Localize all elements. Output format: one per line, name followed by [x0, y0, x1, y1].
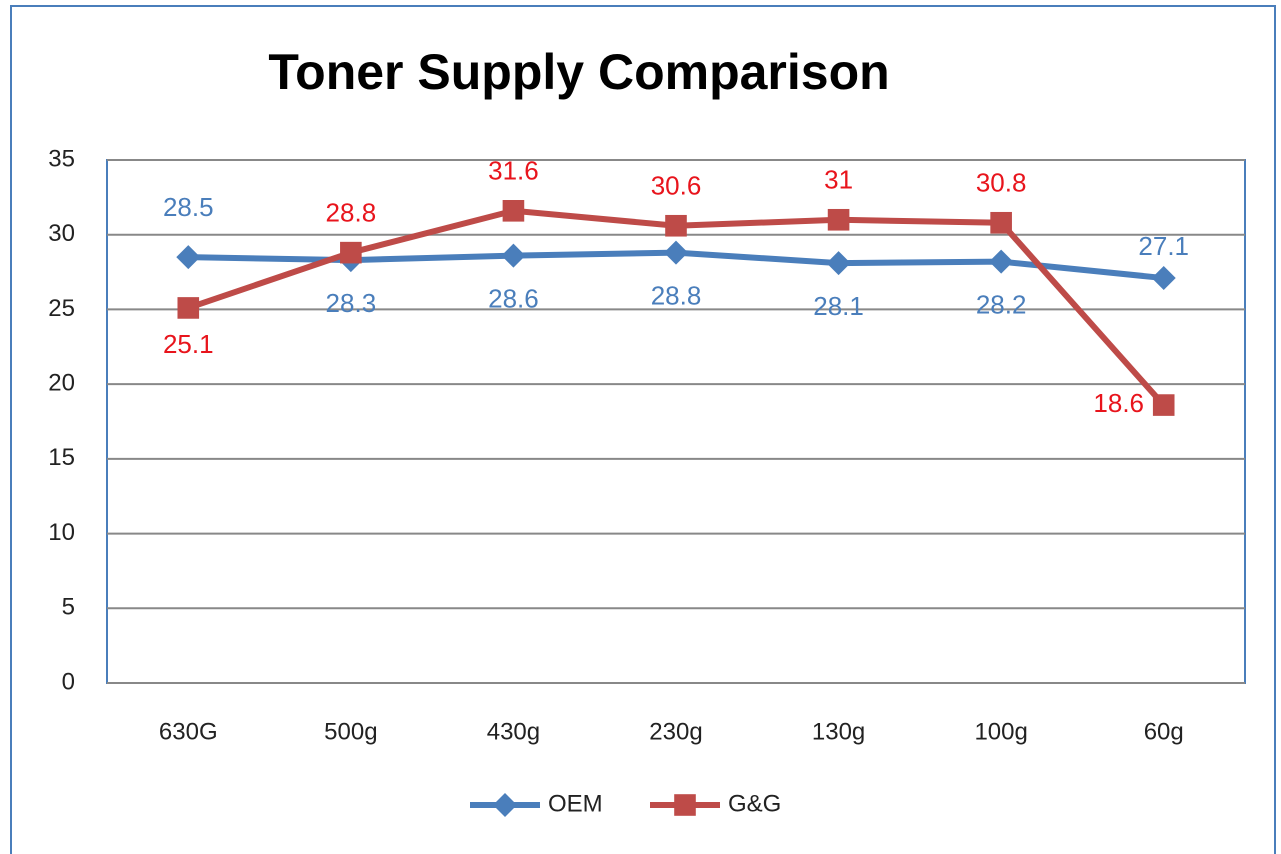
x-tick-label: 630G	[159, 718, 218, 745]
data-point	[664, 240, 688, 265]
y-tick-label: 5	[62, 594, 75, 621]
legend-marker	[493, 793, 517, 817]
x-tick-label: 230g	[649, 718, 702, 745]
data-label: 28.8	[326, 198, 377, 228]
data-point	[1151, 266, 1176, 291]
x-tick-label: 500g	[324, 718, 377, 745]
data-label: 28.3	[326, 288, 377, 318]
data-label: 28.1	[813, 291, 864, 321]
data-label: 28.6	[488, 284, 539, 314]
legend-marker	[674, 794, 696, 816]
x-tick-label: 130g	[812, 718, 865, 745]
data-label: 31.6	[488, 156, 539, 186]
data-label: 25.1	[163, 329, 214, 359]
data-label: 31	[824, 165, 853, 195]
legend-label: G&G	[728, 790, 781, 817]
data-label: 28.8	[651, 281, 702, 311]
data-label: 30.6	[651, 171, 702, 201]
data-point	[827, 208, 850, 231]
y-tick-label: 0	[62, 668, 75, 695]
data-label: 28.5	[163, 192, 214, 222]
data-point	[989, 249, 1014, 274]
legend-label: OEM	[548, 790, 603, 817]
y-tick-label: 20	[48, 369, 75, 396]
chart-title: Toner Supply Comparison	[268, 44, 889, 100]
data-label: 30.8	[976, 168, 1027, 198]
data-label: 27.1	[1138, 231, 1189, 261]
y-tick-label: 10	[48, 519, 75, 546]
data-point	[177, 297, 200, 319]
y-tick-label: 35	[48, 145, 75, 172]
data-label: 18.6	[1093, 388, 1144, 418]
plot-area	[106, 159, 1246, 684]
y-tick-label: 25	[48, 295, 75, 322]
x-tick-label: 100g	[974, 718, 1027, 745]
x-tick-label: 60g	[1144, 718, 1184, 745]
y-tick-label: 30	[48, 220, 75, 247]
data-point	[826, 251, 851, 276]
x-tick-label: 430g	[487, 718, 540, 745]
data-point	[340, 241, 362, 264]
data-point	[501, 243, 526, 268]
data-label: 28.2	[976, 289, 1027, 319]
y-tick-label: 15	[48, 444, 75, 471]
data-point	[665, 214, 687, 237]
data-point	[176, 245, 201, 270]
data-point	[502, 200, 525, 222]
data-point	[990, 211, 1012, 234]
data-point	[1152, 394, 1175, 416]
